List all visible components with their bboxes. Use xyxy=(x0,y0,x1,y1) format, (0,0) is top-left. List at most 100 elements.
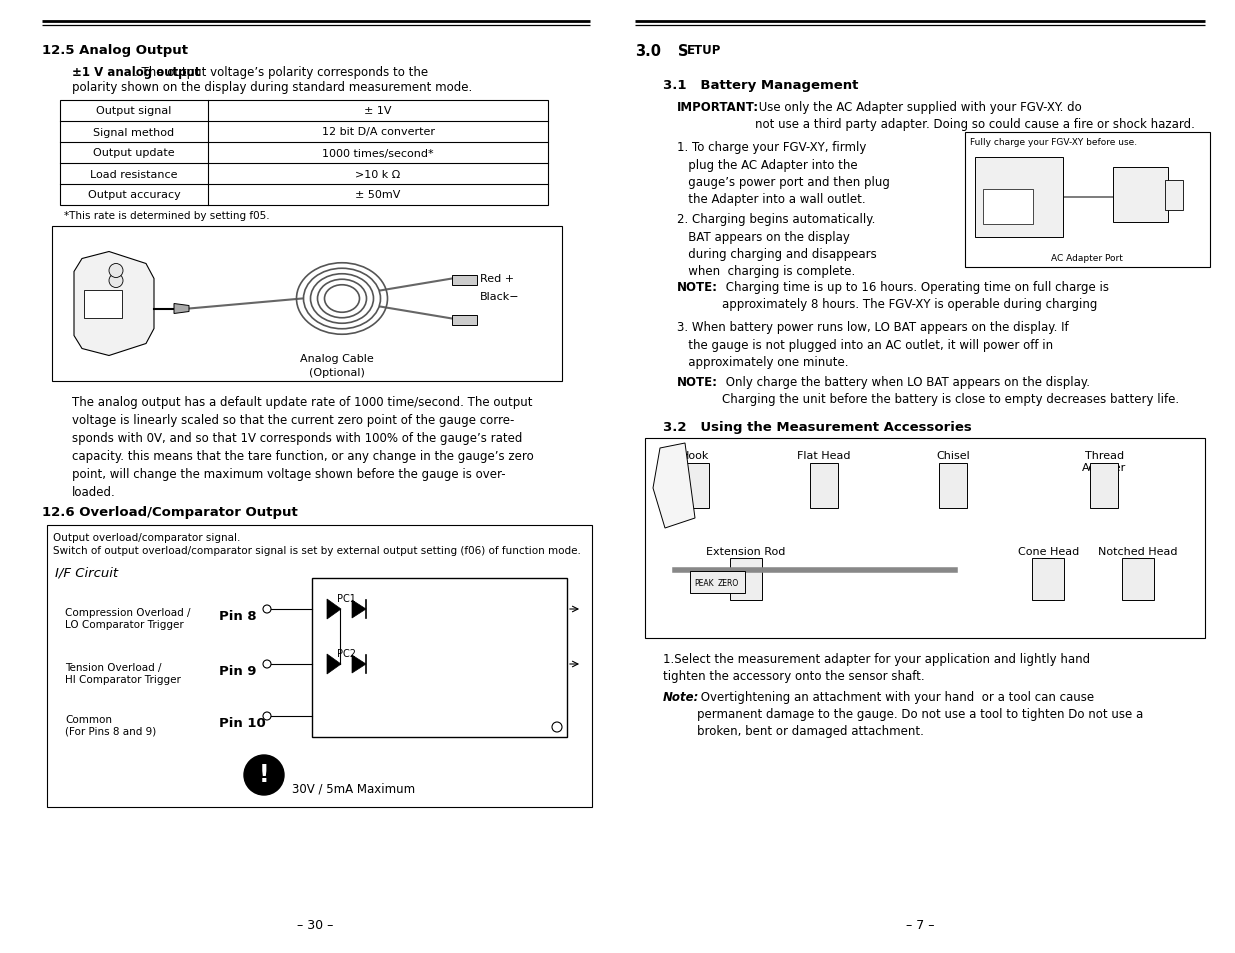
Text: Output overload/comparator signal.: Output overload/comparator signal. xyxy=(53,533,241,542)
Polygon shape xyxy=(174,304,189,314)
Text: Compression Overload /: Compression Overload / xyxy=(65,607,190,618)
Text: IMPORTANT:: IMPORTANT: xyxy=(677,101,760,113)
Text: I/F Circuit: I/F Circuit xyxy=(56,565,119,578)
Text: Load resistance: Load resistance xyxy=(90,170,178,179)
Circle shape xyxy=(245,755,284,795)
Text: AC Adapter Port: AC Adapter Port xyxy=(1051,253,1123,263)
Circle shape xyxy=(263,712,270,720)
Bar xyxy=(52,227,562,381)
Text: *This rate is determined by setting f05.: *This rate is determined by setting f05. xyxy=(64,211,269,221)
Text: 12.6 Overload/Comparator Output: 12.6 Overload/Comparator Output xyxy=(42,505,298,518)
Circle shape xyxy=(552,722,562,732)
Text: PEAK: PEAK xyxy=(694,578,714,587)
Circle shape xyxy=(263,605,270,614)
Text: Switch of output overload/comparator signal is set by external output setting (f: Switch of output overload/comparator sig… xyxy=(53,545,580,556)
Text: 12.5 Analog Output: 12.5 Analog Output xyxy=(42,44,188,57)
Text: (Optional): (Optional) xyxy=(309,368,364,377)
Text: Extension Rod: Extension Rod xyxy=(706,546,785,557)
Text: Only charge the battery when LO BAT appears on the display.
Charging the unit be: Only charge the battery when LO BAT appe… xyxy=(722,375,1179,406)
Text: Pin 10: Pin 10 xyxy=(219,717,266,729)
Text: ZERO: ZERO xyxy=(718,578,740,587)
Text: Thread
Adapter: Thread Adapter xyxy=(1082,451,1126,472)
Text: HI Comparator Trigger: HI Comparator Trigger xyxy=(65,675,180,684)
Bar xyxy=(682,463,709,509)
Text: ± 50mV: ± 50mV xyxy=(356,191,400,200)
Bar xyxy=(730,558,762,600)
Text: 1.Select the measurement adapter for your application and lightly hand
tighten t: 1.Select the measurement adapter for you… xyxy=(663,652,1091,682)
Text: ±1 V analog output: ±1 V analog output xyxy=(72,66,200,79)
Text: NOTE:: NOTE: xyxy=(677,281,718,294)
Polygon shape xyxy=(653,443,695,529)
Text: Pin 8: Pin 8 xyxy=(219,609,257,622)
Text: polarity shown on the display during standard measurement mode.: polarity shown on the display during sta… xyxy=(72,81,472,94)
Bar xyxy=(61,101,548,206)
Text: Pin 9: Pin 9 xyxy=(219,664,257,678)
Circle shape xyxy=(109,264,124,278)
Bar xyxy=(312,578,567,738)
Text: – 30 –: – 30 – xyxy=(296,918,333,931)
Text: Use only the AC Adapter supplied with your FGV-XY. do
not use a third party adap: Use only the AC Adapter supplied with yo… xyxy=(755,101,1195,131)
Bar xyxy=(452,315,477,325)
Text: LO Comparator Trigger: LO Comparator Trigger xyxy=(65,619,184,629)
Bar xyxy=(1113,168,1168,223)
Bar xyxy=(1165,181,1183,211)
Text: >10 k Ω: >10 k Ω xyxy=(356,170,400,179)
Text: Output signal: Output signal xyxy=(96,107,172,116)
Text: Black−: Black− xyxy=(480,292,520,301)
Text: Fully charge your FGV-XY before use.: Fully charge your FGV-XY before use. xyxy=(969,138,1137,147)
Text: Signal method: Signal method xyxy=(94,128,174,137)
Text: Flat Head: Flat Head xyxy=(798,451,851,460)
Bar xyxy=(810,463,839,509)
Text: !: ! xyxy=(258,762,269,786)
Text: 1. To charge your FGV-XY, firmly
   plug the AC Adapter into the
   gauge’s powe: 1. To charge your FGV-XY, firmly plug th… xyxy=(677,141,890,206)
Text: Note:: Note: xyxy=(663,690,699,703)
Text: Overtightening an attachment with your hand  or a tool can cause
permanent damag: Overtightening an attachment with your h… xyxy=(697,690,1144,738)
Bar xyxy=(1121,558,1153,600)
Bar xyxy=(939,463,967,509)
Text: 3.2   Using the Measurement Accessories: 3.2 Using the Measurement Accessories xyxy=(663,420,972,434)
Text: – 7 –: – 7 – xyxy=(905,918,934,931)
Text: Output accuracy: Output accuracy xyxy=(88,191,180,200)
Text: Charging time is up to 16 hours. Operating time on full charge is
approximately : Charging time is up to 16 hours. Operati… xyxy=(722,281,1109,311)
Text: 12 bit D/A converter: 12 bit D/A converter xyxy=(321,128,435,137)
Text: Output update: Output update xyxy=(93,149,175,158)
Bar xyxy=(983,190,1032,225)
Text: 2. Charging begins automatically.
   BAT appears on the display
   during chargi: 2. Charging begins automatically. BAT ap… xyxy=(677,213,877,278)
Bar xyxy=(974,158,1063,237)
Text: (For Pins 8 and 9): (For Pins 8 and 9) xyxy=(65,726,157,737)
Text: . The output voltage’s polarity corresponds to the: . The output voltage’s polarity correspo… xyxy=(135,66,429,79)
Text: ETUP: ETUP xyxy=(687,44,721,57)
Polygon shape xyxy=(74,253,154,356)
Text: PC2: PC2 xyxy=(337,648,356,659)
Text: 3. When battery power runs low, LO BAT appears on the display. If
   the gauge i: 3. When battery power runs low, LO BAT a… xyxy=(677,320,1068,369)
Text: ± 1V: ± 1V xyxy=(364,107,391,116)
Text: S: S xyxy=(678,44,688,59)
Text: Analog Cable: Analog Cable xyxy=(300,354,374,364)
Text: Common: Common xyxy=(65,714,112,724)
Bar xyxy=(47,525,592,807)
Circle shape xyxy=(263,660,270,668)
Text: NOTE:: NOTE: xyxy=(677,375,718,389)
Polygon shape xyxy=(327,655,341,675)
Text: 3.0: 3.0 xyxy=(635,44,661,59)
Polygon shape xyxy=(352,600,366,618)
Bar xyxy=(1091,463,1118,509)
Text: 30V / 5mA Maximum: 30V / 5mA Maximum xyxy=(291,782,415,795)
Text: Notched Head: Notched Head xyxy=(1098,546,1177,557)
Bar xyxy=(84,291,122,318)
Text: The analog output has a default update rate of 1000 time/second. The output
volt: The analog output has a default update r… xyxy=(72,395,534,498)
Text: Hook: Hook xyxy=(682,451,710,460)
Text: Cone Head: Cone Head xyxy=(1018,546,1079,557)
Bar xyxy=(1032,558,1065,600)
Circle shape xyxy=(109,274,124,288)
Polygon shape xyxy=(352,656,366,673)
Bar xyxy=(645,438,1205,639)
Text: PC1: PC1 xyxy=(337,594,356,603)
Text: 1000 times/second*: 1000 times/second* xyxy=(322,149,433,158)
Text: Chisel: Chisel xyxy=(936,451,969,460)
Bar xyxy=(965,132,1210,268)
Polygon shape xyxy=(327,599,341,619)
Text: 3.1   Battery Management: 3.1 Battery Management xyxy=(663,79,858,91)
Bar xyxy=(690,572,745,594)
Text: Red +: Red + xyxy=(480,274,514,283)
